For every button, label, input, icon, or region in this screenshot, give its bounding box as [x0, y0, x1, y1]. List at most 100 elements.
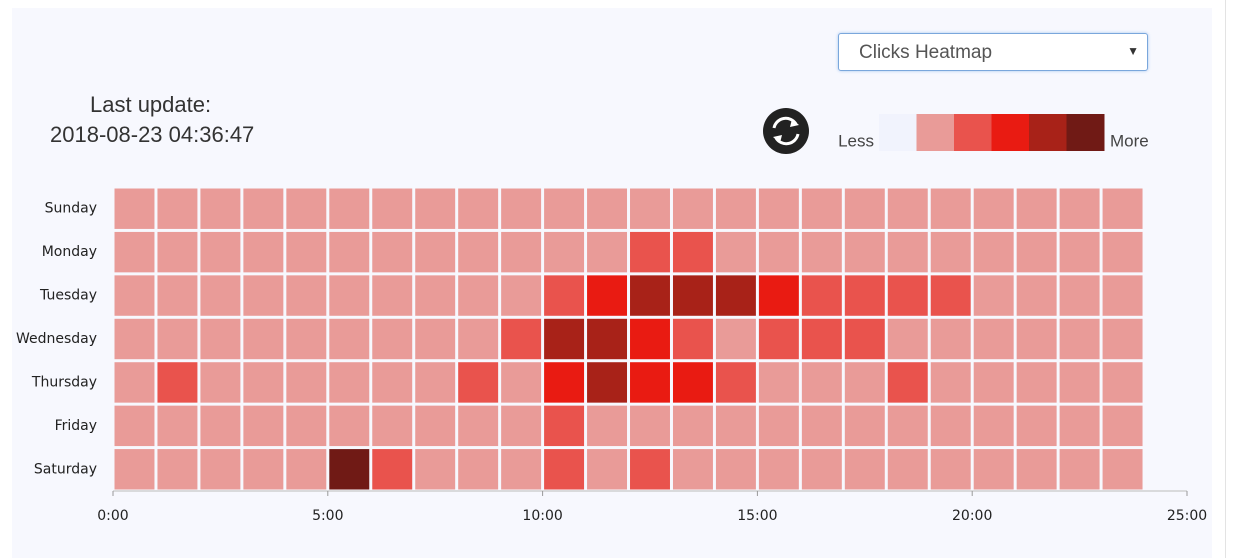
heatmap-cell [415, 275, 456, 316]
y-tick-label: Thursday [31, 374, 97, 390]
heatmap-cell [630, 405, 670, 447]
heatmap-cell [1102, 275, 1143, 316]
heatmap-cell [630, 188, 670, 229]
heatmap-cell [630, 231, 670, 273]
heatmap-cell [801, 449, 842, 490]
heatmap-cell [114, 188, 155, 229]
heatmap-cell [758, 318, 799, 360]
heatmap-cell [415, 405, 456, 447]
heatmap-cell [672, 188, 713, 229]
heatmap-cell [844, 362, 885, 403]
heatmap-cell [114, 318, 155, 360]
heatmap-cell [415, 231, 456, 273]
heatmap-cell [501, 362, 542, 403]
heatmap-cell [887, 362, 928, 403]
heatmap-cell [157, 318, 198, 360]
legend-swatch [954, 114, 992, 151]
heatmap-select[interactable]: Clicks Heatmap ▼ [838, 33, 1148, 71]
heatmap-cell [114, 449, 155, 490]
heatmap-cell [243, 318, 284, 360]
heatmap-cell [157, 362, 198, 403]
heatmap-cell [329, 405, 370, 447]
heatmap-cell [200, 362, 241, 403]
heatmap-cell [801, 405, 842, 447]
heatmap-cell [286, 275, 327, 316]
heatmap-cell [973, 188, 1014, 229]
legend-high: More [1110, 131, 1149, 150]
heatmap-cell [758, 188, 799, 229]
heatmap-cell [243, 362, 284, 403]
heatmap-cell [1059, 318, 1100, 360]
heatmap-cell [501, 275, 542, 316]
heatmap-cell [1016, 405, 1057, 447]
heatmap-cell [1016, 449, 1057, 490]
legend-swatch [879, 114, 917, 151]
heatmap-cell [544, 188, 585, 229]
heatmap-cell [458, 188, 499, 229]
heatmap-cell [415, 188, 456, 229]
heatmap-cell [930, 231, 971, 273]
heatmap-cell [329, 275, 370, 316]
heatmap-cell [758, 275, 799, 316]
y-tick-label: Monday [42, 244, 97, 260]
heatmap-cell [286, 318, 327, 360]
heatmap-cell [758, 405, 799, 447]
y-tick-label: Sunday [45, 201, 97, 217]
heatmap-cell [587, 231, 628, 273]
heatmap-cell [715, 362, 756, 403]
heatmap-cell [672, 231, 713, 273]
heatmap-cell [1016, 318, 1057, 360]
heatmap-cell [587, 188, 628, 229]
heatmap-cell [930, 449, 971, 490]
heatmap-cell [329, 188, 370, 229]
heatmap-cell [415, 318, 456, 360]
heatmap-cell [1059, 275, 1100, 316]
heatmap-cell [501, 318, 542, 360]
heatmap-cell [973, 275, 1014, 316]
heatmap-cell [372, 362, 413, 403]
heatmap-cell [458, 449, 499, 490]
x-tick-label: 25:00 [1167, 508, 1207, 524]
heatmap-cell [973, 231, 1014, 273]
refresh-button[interactable] [763, 108, 809, 154]
heatmap-cell [114, 362, 155, 403]
heatmap-cell [243, 405, 284, 447]
heatmap-cell [114, 231, 155, 273]
heatmap-cell [587, 318, 628, 360]
heatmap-cell [458, 362, 499, 403]
heatmap-cell [887, 188, 928, 229]
last-update-label: Last update: [90, 92, 212, 117]
x-tick-label: 0:00 [97, 508, 128, 524]
heatmap-cell [544, 275, 585, 316]
heatmap-cell [801, 362, 842, 403]
heatmap-cell [587, 362, 628, 403]
heatmap-cell [587, 449, 628, 490]
heatmap-cell [1016, 231, 1057, 273]
heatmap-cell [672, 362, 713, 403]
heatmap-cell [157, 405, 198, 447]
heatmap-cell [844, 405, 885, 447]
select-text: Clicks Heatmap [859, 42, 993, 63]
heatmap-cell [1016, 188, 1057, 229]
heatmap-cell [1102, 318, 1143, 360]
heatmap-cell [844, 318, 885, 360]
heatmap-cell [458, 405, 499, 447]
heatmap-cell [844, 188, 885, 229]
heatmap-cell [930, 188, 971, 229]
heatmap-cell [329, 449, 370, 490]
heatmap-cell [286, 188, 327, 229]
heatmap-cell [973, 449, 1014, 490]
heatmap-cell [1102, 405, 1143, 447]
legend-swatch [1066, 114, 1105, 151]
heatmap-cell [544, 231, 585, 273]
heatmap-cell [844, 275, 885, 316]
heatmap-cell [758, 362, 799, 403]
heatmap-cell [1059, 188, 1100, 229]
heatmap-cell [458, 275, 499, 316]
heatmap-cell [672, 318, 713, 360]
heatmap-cell [630, 449, 670, 490]
heatmap-cell [372, 318, 413, 360]
heatmap-cell [887, 275, 928, 316]
heatmap-cell [930, 275, 971, 316]
